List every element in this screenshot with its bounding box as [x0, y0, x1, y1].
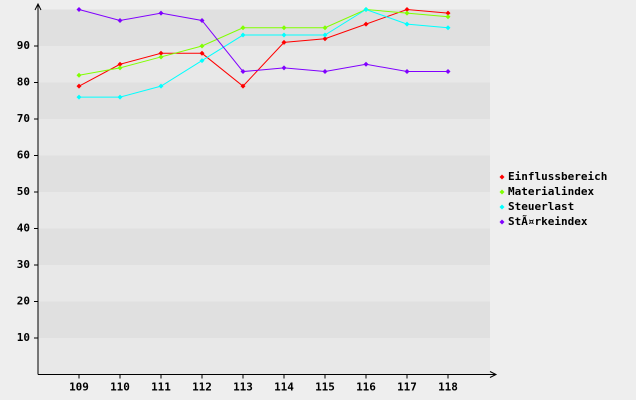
data-point	[240, 32, 246, 38]
data-point	[445, 10, 451, 16]
y-tick-label: 70	[17, 112, 30, 125]
data-point	[199, 17, 205, 23]
data-point	[322, 32, 328, 38]
x-tick-label: 115	[315, 381, 335, 394]
data-point	[76, 94, 82, 100]
plot-band	[38, 338, 490, 375]
legend-label: Materialindex	[508, 185, 594, 198]
series-line	[78, 8, 449, 76]
data-point	[117, 94, 123, 100]
y-tick-label: 20	[17, 295, 30, 308]
data-point	[404, 69, 410, 75]
data-point	[76, 83, 82, 89]
legend-label: Einflussbereich	[508, 170, 607, 183]
data-point	[322, 69, 328, 75]
data-point	[281, 32, 287, 38]
x-tick-label: 113	[233, 381, 253, 394]
data-point	[158, 10, 164, 16]
data-point	[322, 36, 328, 42]
y-tick-label: 30	[17, 258, 30, 271]
data-point	[363, 7, 369, 12]
data-point	[445, 69, 451, 75]
x-tick-label: 112	[192, 381, 212, 394]
data-point	[281, 25, 287, 31]
x-tick-label: 116	[356, 381, 376, 394]
data-point	[117, 17, 123, 23]
data-point	[240, 25, 246, 31]
data-point	[281, 65, 287, 71]
x-tick-label: 111	[151, 381, 171, 394]
data-point	[76, 7, 82, 12]
plot-band	[38, 82, 490, 119]
plot-band	[38, 192, 490, 229]
data-point	[404, 21, 410, 27]
data-point	[199, 50, 205, 56]
series-line	[79, 8, 449, 98]
series-line	[78, 9, 448, 73]
x-tick-label: 110	[110, 381, 130, 394]
y-tick-label: 40	[17, 222, 30, 235]
data-point	[240, 83, 246, 89]
data-point	[322, 25, 328, 31]
legend-marker	[499, 174, 505, 180]
data-point	[404, 10, 410, 16]
x-tick-label: 117	[397, 381, 417, 394]
data-point	[117, 61, 123, 67]
y-tick-label: 50	[17, 185, 30, 198]
x-tick-label: 109	[69, 381, 89, 394]
data-point	[158, 50, 164, 56]
plot-band	[38, 119, 490, 156]
x-axis-arrow	[489, 371, 498, 378]
y-tick-label: 90	[17, 39, 30, 52]
data-point	[445, 25, 451, 31]
data-point	[404, 7, 410, 12]
data-point	[158, 54, 164, 60]
data-point	[363, 61, 369, 67]
y-tick-label: 10	[17, 331, 30, 344]
y-tick-label: 60	[17, 149, 30, 162]
plot-band	[38, 155, 490, 192]
data-point	[199, 58, 205, 64]
legend-marker	[499, 219, 505, 225]
legend-marker	[499, 189, 505, 195]
data-point	[363, 21, 369, 27]
data-point	[199, 43, 205, 49]
x-tick-label: 118	[438, 381, 458, 394]
legend-label: Steuerlast	[508, 200, 574, 213]
y-axis-arrow	[34, 2, 42, 11]
plot-band	[38, 265, 490, 302]
legend-marker	[499, 204, 505, 210]
legend-label: StÃ¤rkeindex	[508, 215, 588, 228]
plot-bands	[38, 9, 490, 375]
y-tick-label: 80	[17, 76, 30, 89]
plot-band	[38, 301, 490, 338]
data-point	[158, 83, 164, 89]
x-tick-label: 114	[274, 381, 294, 394]
data-point	[281, 39, 287, 45]
data-point	[240, 69, 246, 75]
plot-band	[38, 228, 490, 265]
data-point	[445, 14, 451, 20]
data-point	[117, 65, 123, 71]
data-point	[76, 72, 82, 78]
